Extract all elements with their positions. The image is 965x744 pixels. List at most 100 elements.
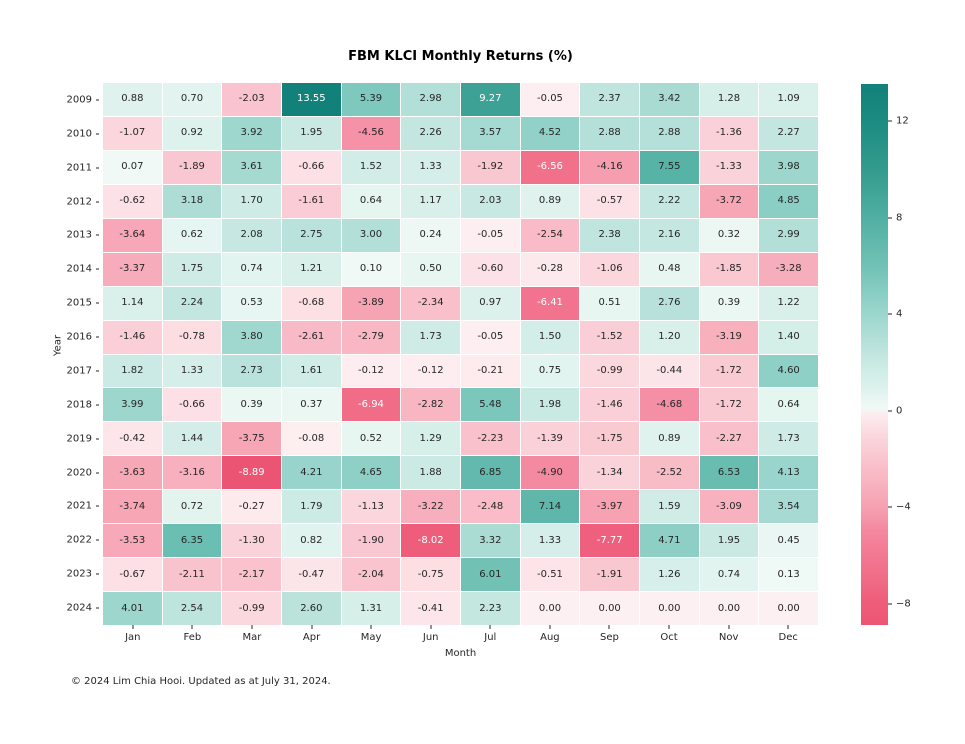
heatmap-cell: -2.54 — [520, 218, 580, 252]
heatmap-cell: 0.74 — [222, 252, 281, 286]
heatmap-cell: 2.75 — [282, 218, 341, 252]
x-tick-mark — [430, 625, 432, 629]
heatmap-cell: -6.41 — [520, 286, 580, 320]
x-tick-label: Dec — [778, 632, 798, 643]
heatmap-cell: 1.40 — [759, 320, 818, 354]
heatmap-cell: 2.98 — [401, 83, 460, 116]
x-tick-mark — [191, 625, 193, 629]
heatmap-cell: 2.23 — [461, 592, 520, 625]
heatmap-cell: 1.09 — [759, 83, 818, 116]
y-tick-label: 2023 — [66, 568, 92, 580]
heatmap-cell: 0.00 — [640, 592, 699, 625]
heatmap-cell: -1.52 — [580, 320, 639, 354]
x-tick-label: Apr — [302, 632, 321, 643]
heatmap-cell: -0.47 — [282, 558, 341, 592]
heatmap-cell: -1.46 — [103, 320, 162, 354]
heatmap-cell: -3.64 — [103, 218, 162, 252]
x-tick-mark — [489, 625, 491, 629]
y-tick-mark — [95, 133, 99, 135]
heatmap-cell: 2.73 — [222, 354, 281, 388]
heatmap-cell: -1.36 — [699, 116, 759, 150]
heatmap-cell: 4.13 — [759, 456, 818, 490]
heatmap-cell: -1.72 — [699, 354, 759, 388]
heatmap-cell: -3.22 — [401, 490, 460, 524]
heatmap-cell: 1.61 — [282, 354, 341, 388]
y-tick-mark — [95, 472, 99, 474]
x-tick-label: May — [360, 632, 382, 643]
heatmap-cell: -3.53 — [103, 524, 162, 558]
heatmap-cell: 1.22 — [759, 286, 818, 320]
heatmap-cell: -0.66 — [162, 388, 222, 422]
y-tick-label: 2020 — [66, 467, 92, 479]
heatmap-cell: -2.48 — [461, 490, 520, 524]
heatmap-cell: -1.90 — [341, 524, 401, 558]
y-tick-label: 2024 — [66, 602, 92, 614]
heatmap-cell: -0.57 — [580, 184, 639, 218]
x-tick-mark — [251, 625, 253, 629]
heatmap-cell: 1.31 — [341, 592, 401, 625]
y-tick-label: 2018 — [66, 399, 92, 411]
heatmap-cell: -3.19 — [699, 320, 759, 354]
heatmap-cell: 0.32 — [699, 218, 759, 252]
heatmap-cell: -1.13 — [341, 490, 401, 524]
heatmap-cell: 0.97 — [461, 286, 520, 320]
heatmap-cell: 0.74 — [699, 558, 759, 592]
heatmap-cell: -0.51 — [520, 558, 580, 592]
heatmap-cell: 0.88 — [103, 83, 162, 116]
heatmap-cell: 0.39 — [222, 388, 281, 422]
heatmap-cell: 0.52 — [341, 422, 401, 456]
x-axis: Jan Feb Mar Apr May Jun Jul Aug Sep Oct Nov Dec — [103, 625, 818, 647]
heatmap-cell: 6.53 — [699, 456, 759, 490]
heatmap-cell: -6.94 — [341, 388, 401, 422]
x-tick-label: Jan — [125, 632, 141, 643]
heatmap-cell: -0.05 — [461, 320, 520, 354]
heatmap-cell: 1.29 — [401, 422, 460, 456]
heatmap-cell: -3.74 — [103, 490, 162, 524]
heatmap-cell: -1.07 — [103, 116, 162, 150]
x-tick-label: Jul — [484, 632, 497, 643]
heatmap-cell: -1.85 — [699, 252, 759, 286]
heatmap-cell: 1.95 — [282, 116, 341, 150]
heatmap-cell: 0.00 — [580, 592, 639, 625]
heatmap-cell: -3.09 — [699, 490, 759, 524]
heatmap-cell: -0.27 — [222, 490, 281, 524]
colorbar-axis: 12 8 4 0 −4 −8 — [888, 84, 928, 625]
colorbar-tick-label: 4 — [896, 308, 903, 320]
heatmap-cell: 4.71 — [640, 524, 699, 558]
heatmap-cell: 5.48 — [461, 388, 520, 422]
heatmap-cell: -4.90 — [520, 456, 580, 490]
heatmap-cell: -2.23 — [461, 422, 520, 456]
heatmap-grid: 0.88 0.70 -2.03 13.55 5.39 2.98 9.27 -0.05 2.37 3… — [103, 83, 818, 625]
heatmap-cell: 1.70 — [222, 184, 281, 218]
heatmap-cell: 0.45 — [759, 524, 818, 558]
x-tick-label: Aug — [540, 632, 560, 643]
heatmap-cell: -3.28 — [759, 252, 818, 286]
colorbar-tick-mark — [888, 410, 892, 412]
heatmap-cell: 0.64 — [759, 388, 818, 422]
heatmap-cell: 0.00 — [520, 592, 580, 625]
heatmap-cell: 0.48 — [640, 252, 699, 286]
heatmap-cell: 1.73 — [401, 320, 460, 354]
colorbar-tick-label: 12 — [896, 115, 909, 127]
heatmap-cell: -0.75 — [401, 558, 460, 592]
x-tick-label: Nov — [718, 632, 739, 643]
x-tick-mark — [668, 625, 670, 629]
heatmap-cell: -2.82 — [401, 388, 460, 422]
heatmap-cell: -2.03 — [222, 83, 281, 116]
x-axis-title: Month — [444, 648, 477, 659]
heatmap-cell: 1.79 — [282, 490, 341, 524]
heatmap-cell: 0.64 — [341, 184, 401, 218]
heatmap-cell: -6.56 — [520, 150, 580, 184]
heatmap-cell: 2.38 — [580, 218, 639, 252]
heatmap-cell: -0.66 — [282, 150, 341, 184]
heatmap-cell: 9.27 — [461, 83, 520, 116]
y-tick-label: 2022 — [66, 534, 92, 546]
heatmap-cell: 0.82 — [282, 524, 341, 558]
heatmap-cell: -1.92 — [461, 150, 520, 184]
heatmap-cell: -0.21 — [461, 354, 520, 388]
heatmap-cell: 2.27 — [759, 116, 818, 150]
heatmap-cell: -1.30 — [222, 524, 281, 558]
heatmap-cell: -0.05 — [520, 83, 580, 116]
heatmap-cell: 0.75 — [520, 354, 580, 388]
y-tick-label: 2011 — [66, 162, 92, 174]
